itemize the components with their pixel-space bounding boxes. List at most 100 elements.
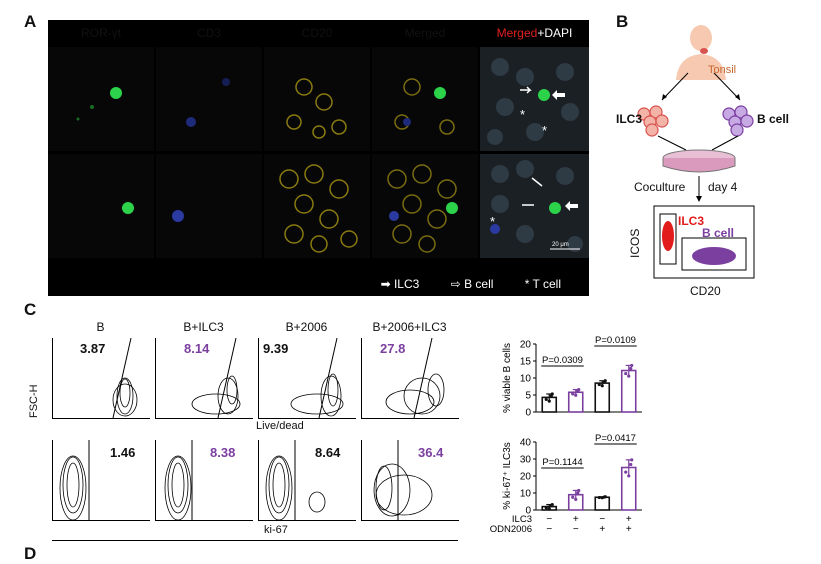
pct-r1-b2006: 9.39: [263, 341, 289, 356]
image-merged-dapi-row1: * *: [480, 47, 589, 151]
pct-r1-b2006ilc3: 27.8: [380, 341, 406, 356]
chart1-point-2-2: [600, 496, 604, 500]
chart0-point-3-1: [629, 366, 633, 371]
image-cd3-row2: [156, 154, 262, 258]
legend-ilc3: ➡ ILC3: [380, 277, 420, 291]
chart1-point-3-3: [630, 458, 634, 462]
chart0-annotation-1: P=0.0109: [595, 335, 636, 346]
chart0-ytick-label: 0: [525, 408, 531, 419]
bcell-cluster: [722, 105, 754, 137]
scale-bar-label: 20 μm: [552, 242, 569, 248]
chart0-ytick-label: 20: [520, 340, 532, 351]
chart1-point-0-3: [550, 502, 554, 507]
chart1-point-1-2: [574, 497, 578, 501]
plot-xlabel: CD20: [690, 284, 721, 298]
chart1-ylabel: % ki-67⁺ ILC3s: [502, 442, 513, 510]
microscopy-panel: ROR-γt CD3 CD20 Merged Merged+DAPI * * * 2…: [48, 20, 589, 296]
chart0-point-3-3: [630, 363, 634, 368]
chart1-ytick-label: 30: [520, 455, 532, 466]
coculture-label: Coculture: [634, 180, 686, 194]
bcell-population: [692, 247, 736, 265]
facs-row1-xlabel: Live/dead: [256, 420, 304, 432]
panel-label-a: A: [24, 12, 37, 31]
chart0-point-3-2: [627, 374, 631, 378]
chart1-ytick-label: 10: [520, 489, 532, 500]
image-cd20-row2: [264, 154, 370, 258]
chart1-annotation-1: P=0.0417: [595, 433, 636, 444]
chart1-ytick-label: 20: [520, 472, 532, 483]
plot-ylabel: ICOS: [628, 228, 642, 258]
image-merged-dapi-row2: * 20 μm: [480, 154, 589, 258]
chart0-point-2-3: [603, 379, 607, 383]
ilc3-cluster: [637, 105, 669, 137]
chart1-point-2-3: [603, 495, 607, 499]
panel-label-b: B: [616, 12, 629, 31]
image-cd20-row1: [264, 47, 370, 151]
svg-text:*: *: [490, 214, 495, 229]
chart0-point-2-0: [597, 382, 601, 387]
col-header-b2006: B+2006: [285, 320, 328, 334]
condition-odn2006-2: +: [599, 524, 605, 535]
chart0-point-0-0: [544, 397, 548, 402]
facs-plot-r2-b2006ilc3: [361, 440, 459, 521]
facs-plot-r2-b: [52, 440, 150, 521]
image-cd3-row1: [156, 47, 262, 151]
chart0-point-1-0: [571, 392, 575, 396]
ilc3-population: [662, 221, 674, 251]
condition-label-ilc3: ILC3: [512, 514, 532, 525]
facs-plot-r2-b2006: [258, 440, 356, 521]
condition-label-odn2006: ODN2006: [490, 524, 532, 535]
header-merged: Merged: [404, 26, 446, 40]
plot-bcell-label: B cell: [702, 226, 735, 240]
facs-plot-r1-b2006ilc3: [361, 338, 459, 419]
condition-odn2006-3: +: [626, 524, 632, 535]
col-header-b2006ilc3: B+2006+ILC3: [372, 320, 447, 334]
chart1-point-3-0: [624, 470, 628, 474]
chart1-point-3-1: [629, 462, 633, 467]
header-cd20: CD20: [301, 26, 333, 40]
pct-r2-b2006: 8.64: [315, 445, 341, 460]
plot-ilc3-label: ILC3: [678, 214, 705, 228]
chart0-point-0-3: [550, 392, 554, 396]
legend-tcell: * T cell: [524, 277, 561, 291]
facs-plot-r1-b2006: [258, 338, 356, 419]
condition-odn2006-1: −: [573, 524, 579, 535]
condition-ilc3-3: +: [626, 514, 632, 525]
tonsil-label: Tonsil: [708, 64, 737, 76]
chart1-point-0-2: [547, 507, 551, 511]
day-label: day 4: [708, 180, 738, 194]
pct-r2-b: 1.46: [110, 445, 136, 460]
chart0-ytick-label: 5: [525, 391, 531, 402]
chart1-point-3-2: [627, 474, 631, 478]
facs-bottom-rule: [52, 540, 458, 541]
pct-r2-b2006ilc3: 36.4: [418, 445, 444, 460]
panel-a-legend: ➡ ILC3 ⇨ B cell * T cell: [48, 272, 589, 296]
chart1-point-2-0: [597, 495, 601, 500]
condition-odn2006-0: −: [546, 524, 552, 535]
chart0-ytick-label: 15: [520, 357, 532, 368]
condition-ilc3-2: −: [599, 514, 605, 525]
legend-bcell: ⇨ B cell: [450, 277, 494, 291]
facs-row2-xlabel: ki-67: [264, 524, 288, 536]
header-merged-dapi: Merged+DAPI: [496, 26, 573, 40]
facs-plot-r1-b: [52, 338, 150, 419]
header-cd3: CD3: [196, 26, 221, 40]
svg-text:*: *: [542, 123, 547, 138]
schematic-drawing: [637, 25, 755, 279]
schematic-panel: Tonsil ILC3 B cell Coculture day 4 ILC3 …: [616, 18, 806, 308]
facs-ylabel: FSC-H: [28, 384, 40, 418]
chart0-ylabel: % viable B cells: [502, 343, 513, 413]
chart0-point-3-0: [624, 371, 628, 376]
image-ror-row1: [48, 47, 154, 151]
facs-plot-r2-bilc3: [155, 440, 253, 521]
col-header-bilc3: B+ILC3: [183, 320, 224, 334]
svg-text:*: *: [520, 107, 525, 122]
bcell-label: B cell: [757, 112, 790, 126]
chart1-annotation-0: P=0.1144: [542, 457, 582, 468]
image-ror-row2: [48, 154, 154, 258]
pct-r2-bilc3: 8.38: [210, 445, 236, 460]
ilc3-label: ILC3: [616, 112, 643, 126]
chart0-point-1-3: [577, 387, 581, 392]
col-header-b: B: [96, 320, 105, 334]
chart0-point-1-2: [574, 393, 578, 397]
